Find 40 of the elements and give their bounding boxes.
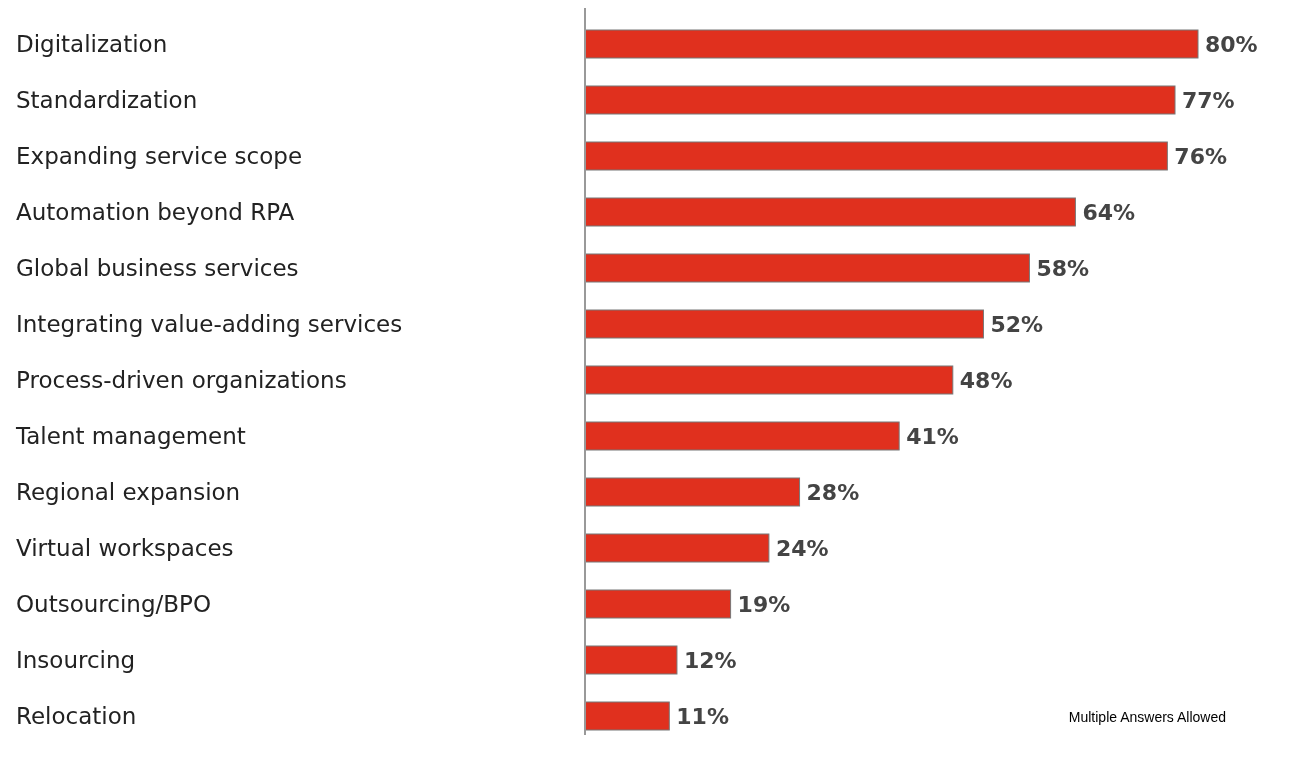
bar [584, 589, 732, 619]
data-label: 48% [959, 367, 1013, 393]
data-label: 77% [1182, 87, 1235, 113]
bar [584, 645, 678, 675]
data-label: 52% [990, 311, 1044, 337]
bar [584, 421, 900, 451]
data-label: 80% [1205, 31, 1258, 57]
y-tick-label: Integrating value-adding services [16, 311, 403, 337]
y-tick-label: Virtual workspaces [16, 535, 234, 561]
bar [584, 253, 1030, 283]
y-tick-label: Regional expansion [16, 479, 241, 505]
y-tick-label: Global business services [16, 255, 299, 281]
bar [584, 85, 1176, 115]
y-tick-label: Process-driven organizations [16, 367, 347, 393]
y-tick-label: Talent management [15, 423, 246, 449]
data-label: 11% [676, 703, 729, 729]
data-label: 64% [1082, 199, 1136, 225]
bar [584, 197, 1076, 227]
y-tick-label: Insourcing [16, 647, 136, 673]
y-tick-label: Expanding service scope [16, 143, 303, 169]
y-tick-label: Automation beyond RPA [16, 199, 295, 225]
y-tick-label: Standardization [16, 87, 198, 113]
bar [584, 29, 1199, 59]
data-label: 12% [683, 647, 737, 673]
y-tick-label: Digitalization [16, 31, 168, 57]
data-label: 76% [1174, 143, 1228, 169]
bar [584, 141, 1168, 171]
y-tick-label: Outsourcing/BPO [16, 591, 211, 617]
bar [584, 533, 770, 563]
bar [584, 309, 984, 339]
bar [584, 701, 670, 731]
data-label: 58% [1036, 255, 1090, 281]
data-label: 41% [906, 423, 959, 449]
data-label: 19% [737, 591, 791, 617]
data-label: 24% [775, 535, 829, 561]
y-tick-label: Relocation [16, 703, 137, 729]
annotation: Multiple Answers Allowed [1068, 709, 1226, 725]
data-label: 28% [806, 479, 860, 505]
bar [584, 365, 954, 395]
bar [584, 477, 801, 507]
